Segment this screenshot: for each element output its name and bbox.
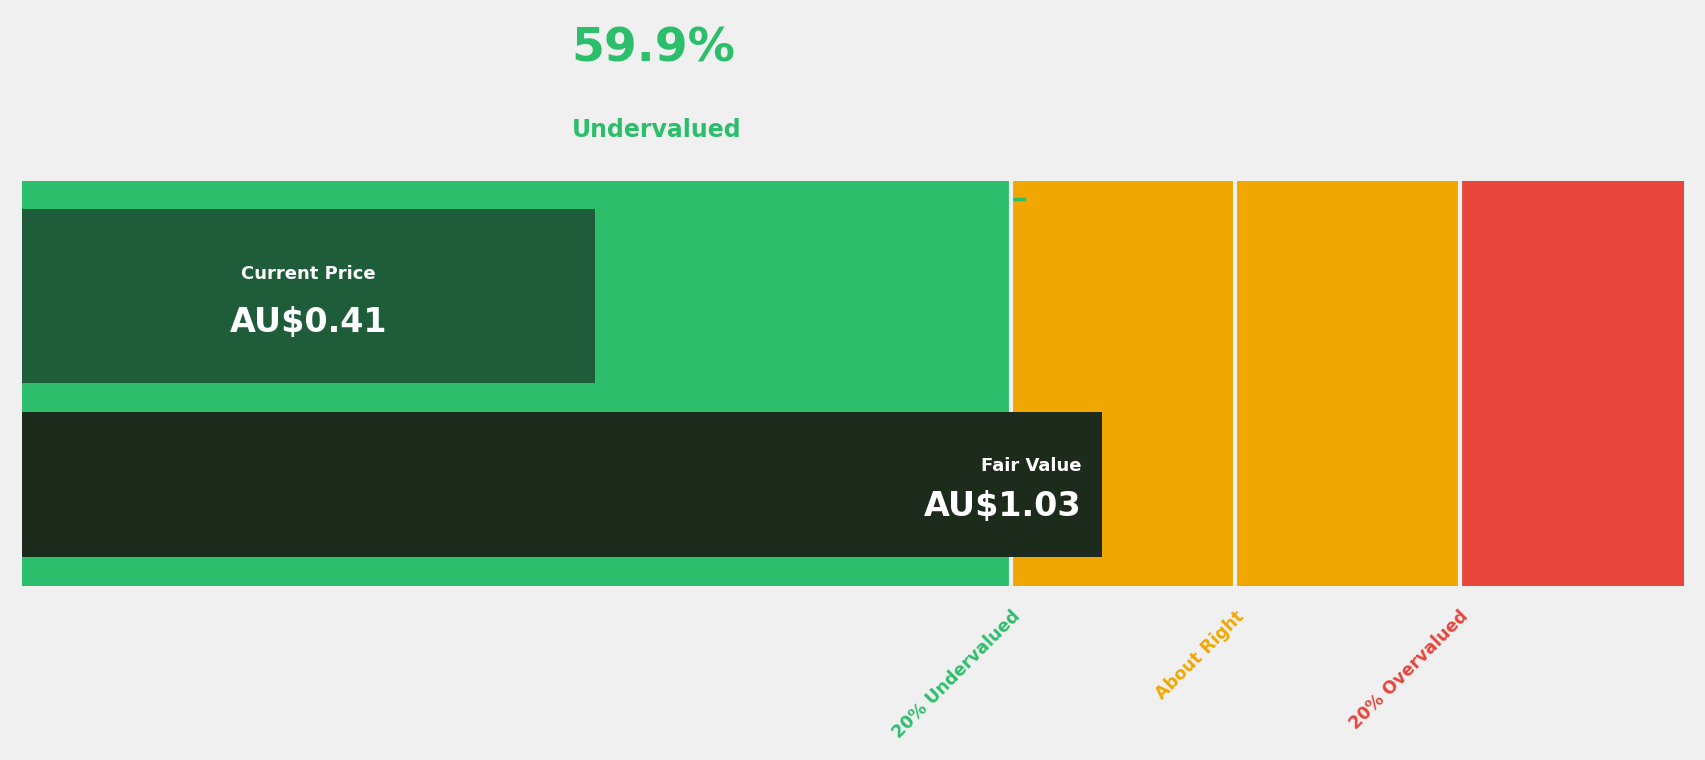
Bar: [22, 412, 1101, 558]
Text: About Right: About Right: [1153, 607, 1246, 702]
Bar: [1011, 181, 1234, 586]
Bar: [22, 210, 595, 384]
Bar: [1459, 181, 1683, 586]
Bar: [1234, 181, 1459, 586]
Bar: [22, 181, 1011, 586]
Text: AU$0.41: AU$0.41: [230, 306, 387, 339]
Text: AU$1.03: AU$1.03: [924, 490, 1081, 523]
Text: Undervalued: Undervalued: [571, 118, 740, 142]
Text: 59.9%: 59.9%: [571, 26, 735, 71]
Text: Current Price: Current Price: [242, 264, 375, 283]
Text: 20% Undervalued: 20% Undervalued: [888, 607, 1023, 742]
Text: Fair Value: Fair Value: [980, 457, 1081, 475]
Text: 20% Overvalued: 20% Overvalued: [1345, 607, 1471, 733]
